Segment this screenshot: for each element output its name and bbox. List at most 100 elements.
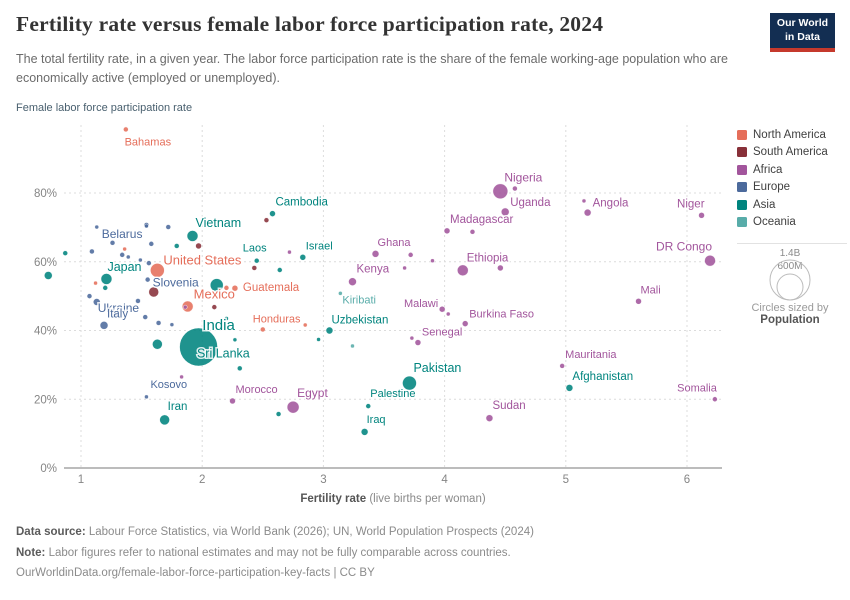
data-point-egypt[interactable] [286,400,300,414]
data-point-mauritania[interactable] [559,363,565,369]
data-point[interactable] [350,343,355,349]
data-point-sri-lanka[interactable] [236,365,243,372]
data-point[interactable] [102,285,109,291]
data-point-ghana[interactable] [371,250,380,258]
data-point-malawi[interactable] [438,305,446,313]
data-point[interactable] [112,312,118,318]
data-point[interactable] [146,260,152,266]
data-point[interactable] [109,240,116,246]
data-point[interactable] [179,374,184,380]
data-point-honduras[interactable] [259,326,266,333]
legend-item-south-america[interactable]: South America [737,144,849,162]
data-point[interactable] [173,243,180,249]
data-point[interactable] [119,252,126,258]
legend-item-asia[interactable]: Asia [737,196,849,214]
data-point[interactable] [94,224,100,230]
data-point[interactable] [512,185,518,192]
data-point[interactable] [165,224,172,230]
data-point[interactable] [211,304,218,310]
data-point-israel[interactable] [299,253,307,261]
data-point[interactable] [93,280,98,286]
data-point-india[interactable] [179,327,218,367]
data-point-kenya[interactable] [348,277,357,286]
data-point-uganda[interactable] [500,207,510,217]
legend-item-africa[interactable]: Africa [737,161,849,179]
data-point[interactable] [195,242,202,250]
data-point[interactable] [251,265,258,271]
data-point-japan[interactable] [100,273,113,285]
owid-logo[interactable]: Our World in Data [770,13,835,52]
data-point[interactable] [445,311,451,317]
data-point[interactable] [209,278,224,292]
data-point[interactable] [152,338,163,350]
data-point[interactable] [62,250,69,256]
data-point[interactable] [275,411,282,417]
data-point[interactable] [122,246,127,252]
data-point-mali[interactable] [635,297,642,305]
data-point-cambodia[interactable] [269,210,276,217]
data-point[interactable] [316,337,321,342]
data-point-afghanistan[interactable] [565,384,574,392]
data-point-ukraine[interactable] [92,298,101,306]
data-point[interactable] [430,258,435,264]
data-point-guatemala[interactable] [231,284,239,292]
data-point-niger[interactable] [698,212,705,219]
data-point-somalia[interactable] [712,396,718,403]
data-point[interactable] [497,264,504,272]
data-point-kosovo[interactable] [144,394,149,400]
y-axis-title: Female labor force participation rate [16,102,193,114]
data-point[interactable] [169,322,175,327]
data-point-iraq[interactable] [360,428,369,436]
data-point[interactable] [407,252,414,258]
legend-item-oceania[interactable]: Oceania [737,214,849,232]
data-point[interactable] [402,265,407,271]
data-point[interactable] [144,223,149,229]
data-point-slovenia[interactable] [144,276,151,283]
data-point-angola[interactable] [583,208,592,217]
data-point[interactable] [232,337,238,343]
legend-item-north-america[interactable]: North America [737,126,849,144]
data-point[interactable] [276,267,283,273]
data-point[interactable] [86,293,93,299]
data-point-united-states[interactable] [150,263,165,278]
data-point-ethiopia[interactable] [456,264,469,277]
data-point[interactable] [135,298,141,304]
country-label-uganda: Uganda [510,197,551,209]
data-point[interactable] [469,229,476,235]
data-point-sudan[interactable] [485,414,494,422]
data-point-laos[interactable] [253,257,260,264]
legend-item-europe[interactable]: Europe [737,179,849,197]
data-point-madagascar[interactable] [443,227,451,235]
data-point-vietnam[interactable] [186,230,199,242]
data-point-bahamas[interactable] [123,126,129,133]
data-point[interactable] [142,314,149,320]
data-point[interactable] [302,322,308,328]
data-point-italy[interactable] [99,321,109,330]
data-point-kiribati[interactable] [338,291,343,296]
data-point[interactable] [287,249,292,255]
data-point[interactable] [89,248,95,255]
data-point-uzbekistan[interactable] [325,326,334,335]
data-point[interactable] [155,320,162,326]
owid-link[interactable]: OurWorldinData.org/female-labor-force-pa… [16,567,331,579]
data-point[interactable] [43,271,53,280]
data-point-senegal[interactable] [414,339,422,346]
data-point-palestine[interactable] [365,403,372,409]
data-point[interactable] [125,254,131,260]
data-point[interactable] [148,241,155,247]
data-point[interactable] [409,335,415,341]
data-point-nigeria[interactable] [492,183,509,200]
data-point[interactable] [223,285,230,291]
data-point-dr-congo[interactable] [704,254,716,267]
data-point[interactable] [138,257,143,263]
data-point-pakistan[interactable] [402,375,417,391]
data-point[interactable] [148,286,160,298]
data-point-burkina-faso[interactable] [461,320,469,327]
data-point[interactable] [224,316,229,321]
data-point[interactable] [182,304,188,310]
data-point-iran[interactable] [159,414,170,426]
data-point[interactable] [581,198,587,204]
data-point[interactable] [263,217,270,223]
data-point-morocco[interactable] [229,397,236,405]
